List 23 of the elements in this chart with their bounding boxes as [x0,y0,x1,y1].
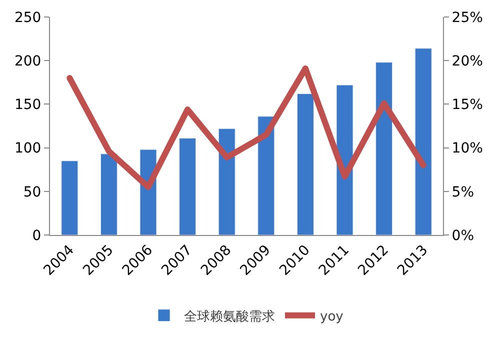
bar [61,160,78,235]
bar [376,62,393,235]
bar [414,48,432,235]
legend-label: yoy [320,309,344,324]
bar [218,128,236,235]
y-tick-label: 0 [32,228,42,244]
y2-tick-label: 15% [452,97,483,114]
y2-tick-label: 0% [452,228,474,244]
y2-tick-label: 25% [452,10,483,26]
bar [336,84,354,235]
y2-tick-label: 10% [452,140,483,157]
y-tick-label: 150 [14,97,42,114]
bar [296,93,314,235]
y-tick-label: 50 [23,184,42,200]
bar [100,154,118,235]
y2-tick-label: 5% [452,184,474,200]
legend-label: 全球赖氨酸需求 [184,309,275,324]
y-tick-label: 250 [14,10,42,26]
y2-tick-label: 20% [452,54,483,70]
y-tick-label: 200 [14,54,42,70]
y-tick-label: 100 [14,140,42,157]
bar [258,116,275,235]
bar [179,138,196,235]
